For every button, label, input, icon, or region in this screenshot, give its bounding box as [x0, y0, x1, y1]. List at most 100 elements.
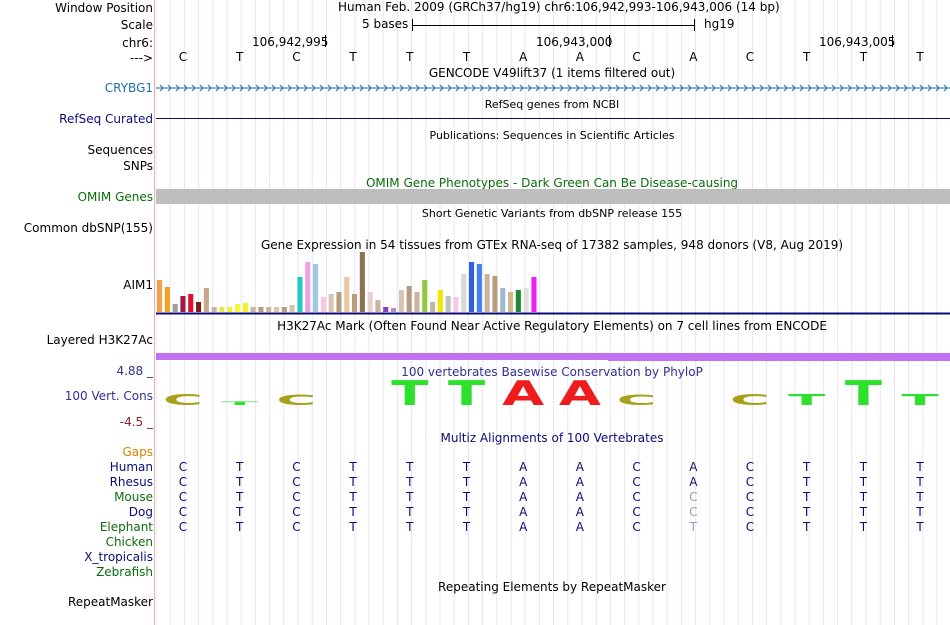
alignment-base: C: [632, 490, 641, 504]
gtex-tissue-bar[interactable]: [445, 296, 451, 312]
refseq-track-title[interactable]: RefSeq genes from NCBI: [484, 98, 620, 111]
gtex-tissue-bar[interactable]: [188, 294, 194, 312]
gtex-tissue-bar[interactable]: [313, 264, 319, 312]
alignment-base: C: [178, 475, 188, 489]
gtex-gene-label[interactable]: AIM1: [123, 278, 153, 292]
h3k27ac-track-title[interactable]: H3K27Ac Mark (Often Found Near Active Re…: [277, 319, 827, 333]
gtex-tissue-bar[interactable]: [352, 294, 358, 312]
gtex-tissue-bar[interactable]: [172, 304, 178, 312]
gtex-tissue-bar[interactable]: [367, 292, 373, 312]
gtex-tissue-bar[interactable]: [235, 304, 241, 312]
gtex-tissue-bar[interactable]: [242, 303, 248, 312]
gtex-tissue-bar[interactable]: [484, 274, 490, 312]
alignment-base: T: [916, 490, 924, 504]
gtex-tissue-bar[interactable]: [180, 296, 186, 312]
alignment-base: A: [575, 505, 584, 519]
gtex-tissue-bar[interactable]: [297, 277, 303, 312]
species-label-rhesus[interactable]: Rhesus: [109, 475, 153, 489]
gencode-track-title[interactable]: GENCODE V49lift37 (1 items filtered out): [428, 66, 676, 80]
gtex-tissue-bar[interactable]: [531, 277, 537, 312]
repeatmasker-track-title[interactable]: Repeating Elements by RepeatMasker: [438, 580, 666, 594]
refseq-gene-line[interactable]: [156, 118, 950, 119]
gtex-tissue-bar[interactable]: [305, 262, 311, 312]
crybg1-gene-feature[interactable]: [156, 81, 950, 95]
gtex-tissue-bar[interactable]: [461, 274, 467, 312]
publications-track-title[interactable]: Publications: Sequences in Scientific Ar…: [429, 129, 675, 142]
alignment-base: C: [689, 490, 698, 504]
gtex-tissue-bar[interactable]: [398, 290, 404, 312]
gtex-tissue-bar[interactable]: [289, 305, 295, 312]
gtex-tissue-bar[interactable]: [258, 307, 264, 312]
refseq-label[interactable]: RefSeq Curated: [59, 112, 153, 126]
species-label-human[interactable]: Human: [109, 460, 153, 474]
gtex-tissue-bar[interactable]: [164, 287, 170, 312]
gtex-tissue-bar[interactable]: [281, 307, 287, 312]
h3k27ac-label[interactable]: Layered H3K27Ac: [46, 333, 153, 347]
alignment-base: C: [745, 520, 755, 534]
gtex-tissue-bar[interactable]: [453, 297, 459, 312]
species-label-zebrafish[interactable]: Zebrafish: [96, 565, 153, 579]
gtex-tissue-bar[interactable]: [344, 277, 350, 312]
sequence-base: C: [178, 50, 188, 64]
gtex-tissue-bar[interactable]: [266, 307, 272, 312]
gtex-tissue-bar[interactable]: [422, 280, 428, 312]
gtex-tissue-bar[interactable]: [196, 302, 202, 312]
phylop-label[interactable]: 100 Vert. Cons: [64, 389, 153, 403]
phylop-track-title[interactable]: 100 vertebrates Basewise Conservation by…: [401, 365, 703, 379]
gtex-expression-chart[interactable]: [156, 252, 950, 316]
multiz-track-title[interactable]: Multiz Alignments of 100 Vertebrates: [440, 431, 664, 445]
gtex-tissue-bar[interactable]: [320, 297, 326, 312]
species-label-mouse[interactable]: Mouse: [114, 490, 153, 504]
sequence-base: C: [632, 50, 641, 64]
gtex-tissue-bar[interactable]: [492, 276, 498, 312]
gtex-tissue-bar[interactable]: [203, 288, 209, 312]
species-label-chicken[interactable]: Chicken: [105, 535, 153, 549]
gtex-tissue-bar[interactable]: [437, 290, 443, 312]
gtex-tissue-bar[interactable]: [328, 294, 334, 312]
gtex-tissue-bar[interactable]: [523, 288, 529, 312]
gtex-tissue-bar[interactable]: [391, 308, 397, 312]
alignment-base: A: [575, 475, 584, 489]
gtex-tissue-bar[interactable]: [508, 292, 514, 312]
gtex-tissue-bar[interactable]: [469, 262, 475, 312]
alignment-base: T: [803, 505, 811, 519]
gtex-tissue-bar[interactable]: [375, 300, 381, 312]
gtex-tissue-bar[interactable]: [515, 290, 521, 312]
gtex-tissue-bar[interactable]: [500, 288, 506, 312]
gtex-tissue-bar[interactable]: [219, 307, 225, 312]
dbsnp-track-title[interactable]: Short Genetic Variants from dbSNP releas…: [421, 207, 683, 220]
gtex-tissue-bar[interactable]: [414, 292, 420, 312]
gtex-tissue-bar[interactable]: [383, 307, 389, 312]
h3k27ac-signal-2[interactable]: [608, 353, 950, 361]
gtex-tissue-bar[interactable]: [211, 307, 217, 312]
species-label-x_tropicalis[interactable]: X_tropicalis: [84, 550, 153, 564]
sequence-base: T: [803, 50, 811, 64]
gtex-tissue-bar[interactable]: [430, 302, 436, 312]
sequences-label[interactable]: Sequences: [87, 143, 153, 157]
alignment-base: T: [689, 520, 697, 534]
h3k27ac-signal-1[interactable]: [156, 353, 608, 360]
species-label-dog[interactable]: Dog: [128, 505, 153, 519]
scale-bar-start: [412, 19, 413, 31]
gtex-tissue-bar[interactable]: [157, 280, 163, 312]
gene-label-crybg1[interactable]: CRYBG1: [104, 81, 153, 95]
snps-label[interactable]: SNPs: [123, 159, 153, 173]
gtex-tissue-bar[interactable]: [336, 292, 342, 312]
dbsnp-label[interactable]: Common dbSNP(155): [23, 221, 153, 235]
omim-label[interactable]: OMIM Genes: [77, 190, 153, 204]
gtex-tissue-bar[interactable]: [227, 307, 233, 312]
gtex-tissue-bar[interactable]: [250, 307, 256, 312]
repeatmasker-label[interactable]: RepeatMasker: [67, 595, 153, 609]
alignment-base: T: [916, 505, 924, 519]
gtex-tissue-bar[interactable]: [406, 286, 412, 312]
gtex-tissue-bar[interactable]: [476, 264, 482, 312]
gtex-track-title[interactable]: Gene Expression in 54 tissues from GTEx …: [260, 238, 844, 252]
gtex-tissue-bar[interactable]: [274, 307, 280, 312]
alignment-base: T: [406, 490, 414, 504]
alignment-base: T: [859, 475, 868, 489]
gtex-tissue-bar[interactable]: [359, 252, 365, 312]
omim-track-title[interactable]: OMIM Gene Phenotypes - Dark Green Can Be…: [365, 176, 739, 190]
species-label-elephant[interactable]: Elephant: [99, 520, 153, 534]
omim-gene-bar[interactable]: [156, 189, 950, 204]
